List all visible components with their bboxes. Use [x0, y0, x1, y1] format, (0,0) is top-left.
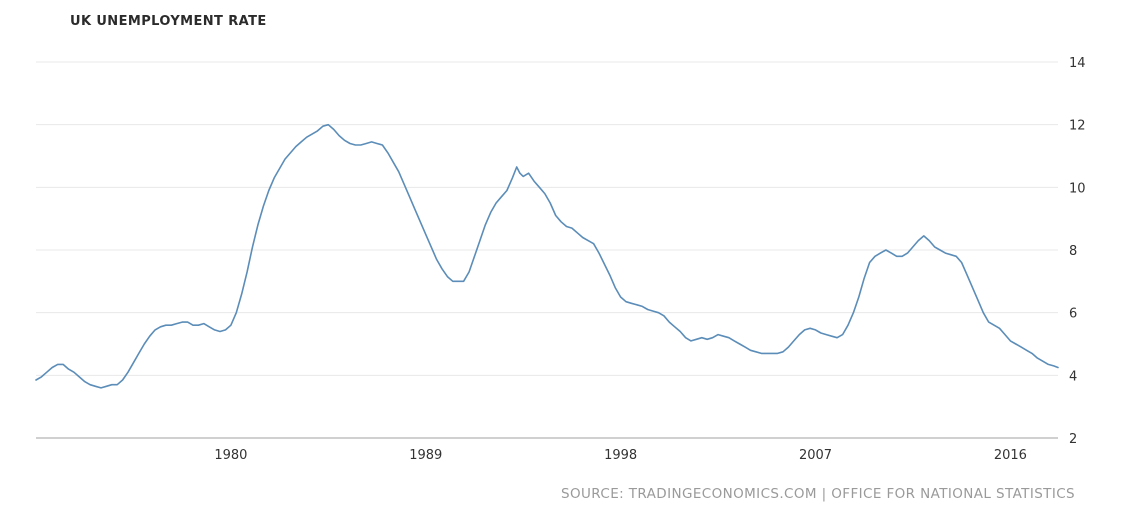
y-tick-label: 8: [1069, 244, 1077, 259]
y-tick-label: 4: [1069, 369, 1077, 384]
unemployment-rate-line-series: [35, 123, 1059, 389]
y-tick-label: 6: [1069, 307, 1077, 322]
x-tick-label: 1980: [214, 448, 247, 463]
y-tick-label: 12: [1069, 119, 1086, 134]
source-attribution: SOURCE: TRADINGECONOMICS.COM | OFFICE FO…: [561, 486, 1075, 502]
x-axis-labels: 1980 1989 1998 2007 2016: [214, 448, 1027, 463]
chart-title: UK UNEMPLOYMENT RATE: [70, 14, 267, 29]
x-tick-label: 1989: [409, 448, 442, 463]
y-axis-labels: 2 4 6 8 10 12 14: [1069, 56, 1086, 447]
y-tick-label: 14: [1069, 56, 1086, 71]
x-tick-label: 2016: [994, 448, 1027, 463]
y-tick-label: 2: [1069, 432, 1077, 447]
y-tick-label: 10: [1069, 181, 1086, 196]
x-tick-label: 2007: [799, 448, 832, 463]
x-tick-label: 1998: [604, 448, 637, 463]
gridlines: [36, 61, 1058, 439]
